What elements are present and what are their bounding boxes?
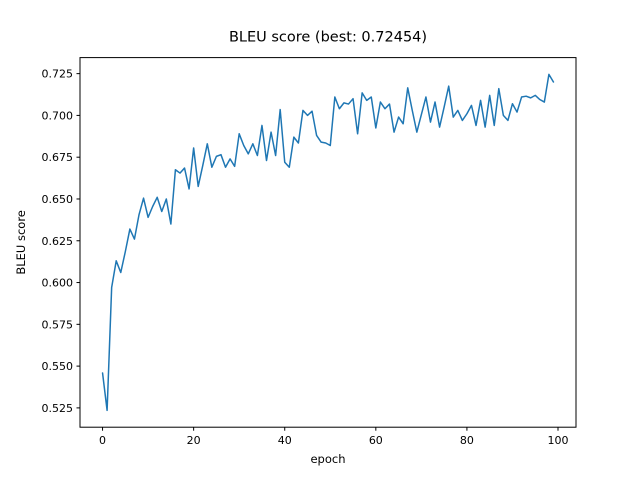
y-tick-label: 0.725 <box>42 68 74 81</box>
x-tick-label: 0 <box>99 434 106 447</box>
y-axis-label: BLEU score <box>14 210 28 275</box>
y-tick-label: 0.575 <box>42 318 74 331</box>
plot-area <box>79 57 577 428</box>
x-tick-label: 20 <box>187 434 201 447</box>
x-tick-label: 40 <box>278 434 292 447</box>
bleu-score-polyline <box>101 73 555 412</box>
y-tick-label: 0.550 <box>42 360 74 373</box>
y-tick-label: 0.675 <box>42 151 74 164</box>
axis-ticks: 0 20 40 60 80 100 0.525 0.550 0.575 0.600 0.625 0.6… <box>42 68 569 448</box>
y-tick-label: 0.600 <box>42 277 74 290</box>
x-axis-label: epoch <box>310 452 345 466</box>
bleu-score-line <box>101 73 555 412</box>
y-tick-label: 0.700 <box>42 109 74 122</box>
y-tick-label: 0.625 <box>42 235 74 248</box>
x-tick-label: 100 <box>548 434 569 447</box>
y-tick-label: 0.650 <box>42 193 74 206</box>
chart-title: BLEU score (best: 0.72454) <box>229 30 427 46</box>
x-tick-label: 80 <box>460 434 474 447</box>
x-tick-label: 60 <box>369 434 383 447</box>
y-tick-label: 0.525 <box>42 402 74 415</box>
